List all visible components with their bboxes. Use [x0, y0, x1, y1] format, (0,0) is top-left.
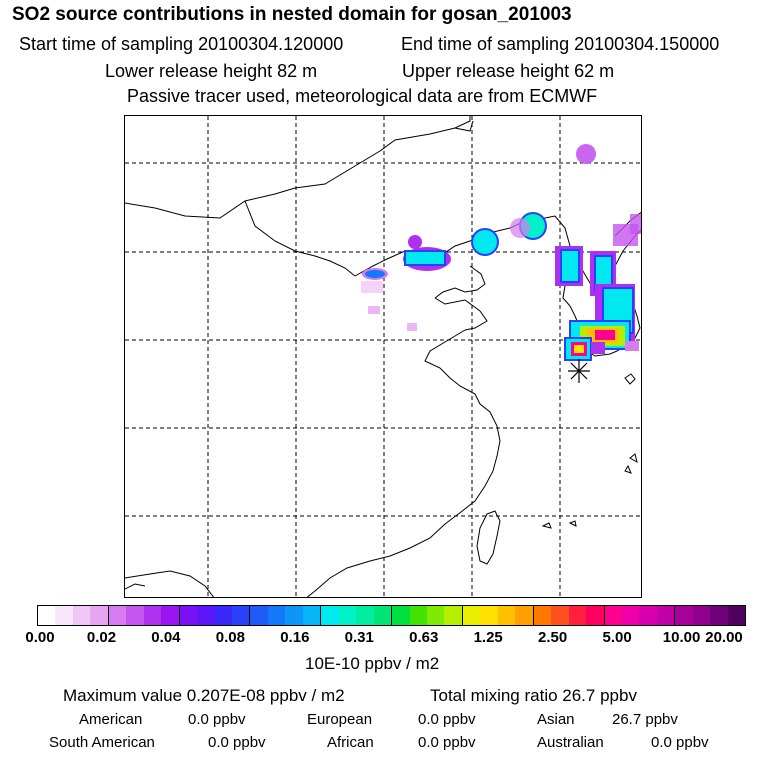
- color-scale-segment: [267, 606, 286, 625]
- color-scale-segment: [250, 606, 268, 625]
- sampling-end-time: End time of sampling 20100304.150000: [401, 34, 720, 54]
- color-scale-tick-label: 0.08: [215, 629, 245, 646]
- african-label: African: [327, 734, 374, 751]
- color-scale-segment: [126, 606, 144, 625]
- color-scale-segment: [72, 606, 91, 625]
- color-scale-segment: [356, 606, 374, 625]
- asian-label: Asian: [537, 711, 575, 728]
- american-value: 0.0 ppbv: [188, 711, 246, 728]
- color-scale-segment: [675, 606, 693, 625]
- color-scale-segment: [338, 606, 357, 625]
- color-scale-tick-label: 1.25: [473, 629, 503, 646]
- color-scale-segment: [604, 606, 622, 625]
- african-value: 0.0 ppbv: [418, 734, 476, 751]
- map-title: SO2 source contributions in nested domai…: [12, 4, 572, 25]
- color-scale-segment: [143, 606, 162, 625]
- color-scale-tick-label: 0.02: [86, 629, 117, 646]
- color-scale-segment: [480, 606, 498, 625]
- color-scale-tick-label: 10.00: [662, 629, 701, 646]
- color-scale-segment: [90, 606, 109, 625]
- lower-release-height: Lower release height 82 m: [105, 61, 318, 81]
- color-scale-tick-label: 0.00: [25, 629, 55, 646]
- color-scale-segment: [161, 606, 180, 625]
- australian-label: Australian: [537, 734, 604, 751]
- color-scale-segment: [551, 606, 569, 625]
- color-scale-segment: [214, 606, 232, 625]
- color-scale-segment: [515, 606, 534, 625]
- total-mixing-ratio: Total mixing ratio 26.7 ppbv: [430, 686, 637, 705]
- color-scale-segment: [108, 606, 127, 625]
- color-scale-tick-label: 0.31: [344, 629, 374, 646]
- map-panel: [124, 115, 642, 598]
- european-label: European: [307, 711, 373, 728]
- receptor-star-icon: [568, 359, 590, 383]
- color-scale-bar: [37, 605, 746, 626]
- color-scale-segment: [55, 606, 73, 625]
- color-scale-segment: [533, 606, 552, 625]
- american-label: American: [79, 711, 143, 728]
- color-scale-tick-label: 2.50: [538, 629, 568, 646]
- sampling-start-time: Start time of sampling 20100304.120000: [19, 34, 344, 54]
- color-scale-segment: [727, 606, 746, 625]
- color-scale-tick-label: 20.00: [705, 629, 743, 646]
- color-scale-tick-label: 0.04: [151, 629, 181, 646]
- color-scale-segment: [639, 606, 657, 625]
- maximum-value: Maximum value 0.207E-08 ppbv / m2: [63, 686, 345, 705]
- asian-value: 26.7 ppbv: [612, 711, 678, 728]
- upper-release-height: Upper release height 62 m: [402, 61, 615, 81]
- color-scale-tick-label: 0.16: [280, 629, 310, 646]
- color-scale-segment: [710, 606, 728, 625]
- european-value: 0.0 ppbv: [418, 711, 476, 728]
- color-scale-segment: [409, 606, 427, 625]
- color-scale-segment: [568, 606, 587, 625]
- color-scale-segment: [197, 606, 215, 625]
- color-scale-segment: [692, 606, 711, 625]
- color-scale-segment: [497, 606, 516, 625]
- color-scale-segment: [285, 606, 303, 625]
- south-american-value: 0.0 ppbv: [208, 734, 266, 751]
- map-canvas: [125, 116, 641, 597]
- color-scale-segment: [586, 606, 605, 625]
- color-scale-tick-label: 5.00: [602, 629, 632, 646]
- color-scale-segment: [462, 606, 481, 625]
- color-scale-segment: [426, 606, 445, 625]
- color-scale-segment: [373, 606, 393, 625]
- color-scale-units: 10E-10 ppbv / m2: [305, 654, 440, 673]
- color-scale-segment: [621, 606, 640, 625]
- south-american-label: South American: [49, 734, 155, 751]
- color-scale-tick-label: 0.63: [409, 629, 439, 646]
- color-scale-segment: [321, 606, 339, 625]
- color-scale-segment: [392, 606, 410, 625]
- color-scale-segment: [231, 606, 251, 625]
- lat-lon-grid: [125, 116, 641, 597]
- color-scale-segment: [302, 606, 322, 625]
- color-scale-segment: [656, 606, 676, 625]
- australian-value: 0.0 ppbv: [651, 734, 709, 751]
- color-scale-segment: [38, 606, 56, 625]
- contribution-plumes: [361, 144, 641, 361]
- color-scale-segment: [444, 606, 463, 625]
- tracer-note: Passive tracer used, meteorological data…: [127, 86, 598, 106]
- color-scale-segment: [179, 606, 198, 625]
